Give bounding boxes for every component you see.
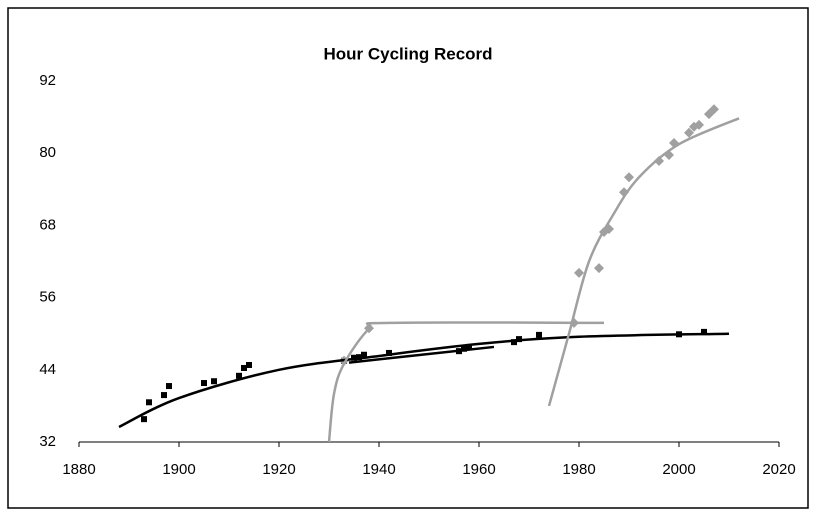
square-marker	[161, 392, 167, 399]
diamond-marker	[594, 263, 604, 274]
y-tick-label: 92	[39, 72, 56, 89]
y-tick-label: 32	[39, 433, 56, 450]
x-tick-label: 1980	[562, 461, 595, 478]
frame	[7, 7, 809, 509]
x-tick-label: 2000	[662, 461, 695, 478]
square-marker	[146, 399, 152, 406]
diamond-marker	[574, 267, 584, 278]
x-tick-label: 1920	[262, 461, 295, 478]
trend-line	[547, 117, 740, 407]
square-marker	[701, 328, 707, 335]
y-tick-label: 80	[39, 144, 56, 161]
square-marker	[466, 343, 472, 350]
trend-line	[118, 332, 730, 429]
square-marker	[236, 372, 242, 379]
chart-title: Hour Cycling Record	[323, 44, 492, 63]
diamond-marker	[709, 104, 719, 115]
x-tick-label: 1940	[362, 461, 395, 478]
square-marker	[211, 378, 217, 385]
diamond-marker	[624, 172, 634, 183]
square-marker	[511, 339, 517, 346]
trend-line	[348, 345, 495, 364]
trend-line	[327, 321, 605, 443]
x-tick-label: 1960	[462, 461, 495, 478]
square-marker	[241, 364, 247, 371]
diamond-marker	[694, 119, 704, 130]
square-marker	[166, 383, 172, 390]
diamond-marker	[654, 156, 664, 167]
x-tick-label: 1900	[162, 461, 195, 478]
square-marker	[201, 380, 207, 387]
square-marker	[461, 345, 467, 352]
square-marker	[141, 416, 147, 423]
square-marker	[386, 349, 392, 356]
square-marker	[516, 336, 522, 343]
square-marker	[536, 331, 542, 338]
x-tick-label: 2020	[762, 461, 795, 478]
diamond-marker	[684, 127, 694, 138]
y-tick-label: 68	[39, 216, 56, 233]
square-marker	[246, 361, 252, 368]
y-tick-label: 44	[39, 361, 56, 378]
y-tick-label: 56	[39, 289, 56, 306]
square-marker	[361, 351, 367, 358]
x-tick-label: 1880	[62, 461, 95, 478]
